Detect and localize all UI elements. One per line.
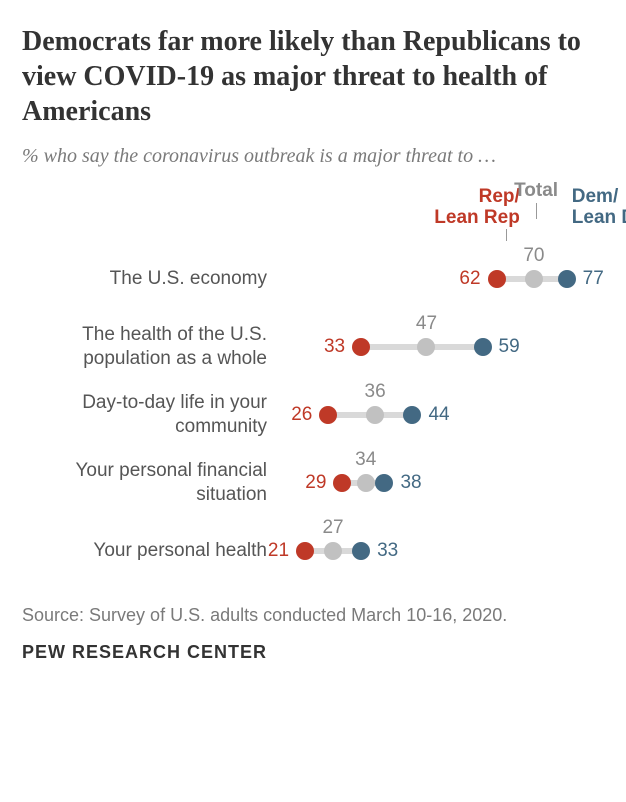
dot-dem [375,474,393,492]
chart-row: Your personal health21 33 27 [22,517,604,585]
value-dem: 33 [371,540,398,562]
chart-row: The health of the U.S. population as a w… [22,313,604,381]
value-rep: 29 [305,472,332,494]
value-dem: 44 [422,404,449,426]
legend-pointer-rep [506,229,507,241]
legend-total: Total [511,181,561,202]
value-total: 36 [365,381,386,405]
dot-total [417,338,435,356]
row-plot: 33 59 47 [277,313,604,381]
value-rep: 33 [324,336,351,358]
row-plot: 62 77 70 [277,245,604,313]
chart-row: Day-to-day life in your community 26 44 36 [22,381,604,449]
dot-dem [474,338,492,356]
legend-pointer [536,203,537,219]
dot-total [324,542,342,560]
chart-subtitle: % who say the coronavirus outbreak is a … [22,143,604,169]
value-rep: 62 [459,268,486,290]
dot-rep [333,474,351,492]
dot-total [525,270,543,288]
row-label: Day-to-day life in your community [22,391,277,439]
value-dem: 77 [577,268,604,290]
dot-dem [352,542,370,560]
row-label: The U.S. economy [22,267,277,291]
legend: Rep/Lean RepTotalDem/Lean Dem [22,181,604,245]
legend-dem: Dem/Lean Dem [572,187,626,229]
chart-rows: The U.S. economy 62 77 70 The health of the … [22,245,604,585]
dot-rep [488,270,506,288]
chart-row: The U.S. economy 62 77 70 [22,245,604,313]
row-label: Your personal financial situation [22,459,277,507]
chart-title: Democrats far more likely than Republica… [22,24,604,129]
chart-row: Your personal financial situation 29 38 34 [22,449,604,517]
row-label: Your personal health [22,539,277,563]
source-note: Source: Survey of U.S. adults conducted … [22,605,604,626]
value-total: 47 [416,313,437,337]
dot-rep [352,338,370,356]
value-total: 70 [523,245,544,269]
dot-total [357,474,375,492]
value-rep: 21 [268,540,295,562]
dot-total [366,406,384,424]
row-plot: 213327 [277,517,604,585]
value-dem: 59 [493,336,520,358]
dot-dem [403,406,421,424]
value-dem: 38 [394,472,421,494]
value-rep: 26 [291,404,318,426]
footer-attribution: PEW RESEARCH CENTER [22,642,604,663]
row-plot: 29 38 34 [277,449,604,517]
legend-rep: Rep/Lean Rep [410,187,520,229]
row-label: The health of the U.S. population as a w… [22,323,277,371]
row-plot: 26 44 36 [277,381,604,449]
value-total: 27 [322,517,343,541]
chart-area: Rep/Lean RepTotalDem/Lean Dem The U.S. e… [22,181,604,585]
dot-dem [558,270,576,288]
value-total: 34 [355,449,376,473]
dot-rep [296,542,314,560]
dot-rep [319,406,337,424]
